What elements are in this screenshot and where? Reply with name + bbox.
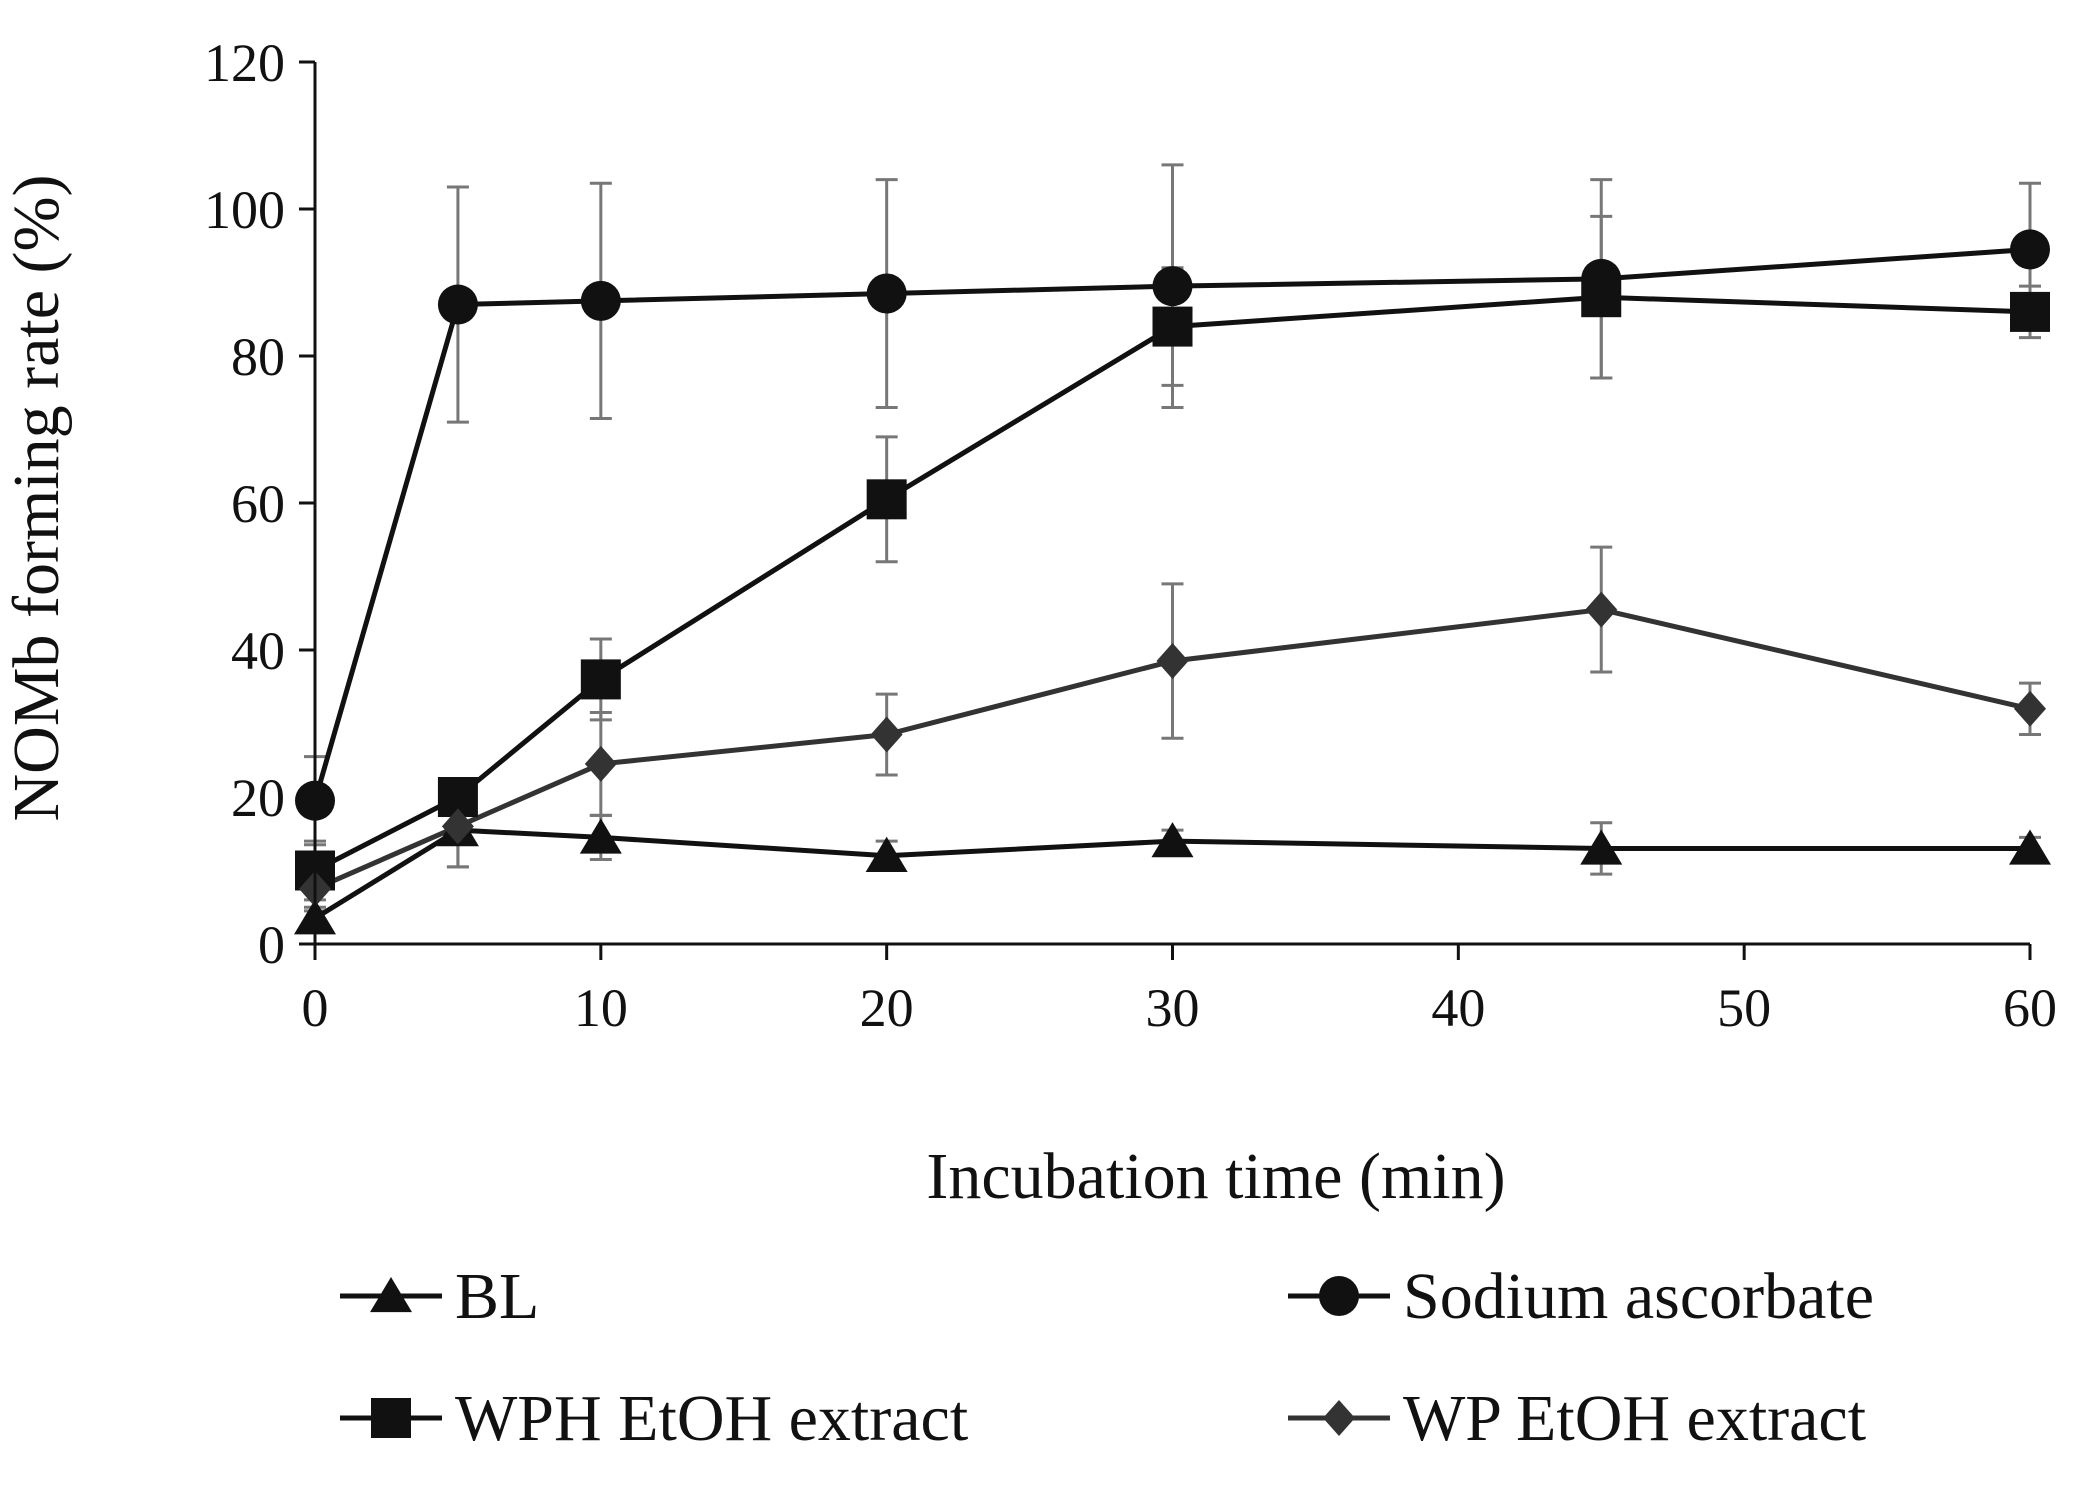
data-point-wph-etoh-extract (1581, 277, 1622, 318)
legend-item-wph-etoh-extract: WPH EtOH extract (340, 1382, 968, 1455)
x-tick-label: 60 (2003, 978, 2057, 1038)
data-point-bl (2009, 829, 2051, 865)
legend-label: Sodium ascorbate (1403, 1260, 1874, 1333)
legend-marker-circle (1319, 1276, 1359, 1316)
legend-label: WP EtOH extract (1403, 1382, 1866, 1455)
legend-marker-diamond (1323, 1400, 1355, 1436)
data-point-wph-etoh-extract (2010, 291, 2050, 332)
y-tick-label: 40 (231, 621, 285, 681)
data-point-bl (579, 818, 622, 854)
data-point-sodium-ascorbate (866, 273, 907, 314)
data-point-wp-etoh-extract (870, 716, 903, 753)
legend-label: WPH EtOH extract (455, 1382, 968, 1455)
data-point-wph-etoh-extract (580, 659, 621, 700)
y-tick-label: 100 (204, 180, 285, 240)
data-point-wph-etoh-extract (866, 479, 907, 520)
data-point-wp-etoh-extract (2014, 690, 2046, 727)
x-tick-label: 0 (302, 978, 329, 1038)
data-point-sodium-ascorbate (1152, 266, 1193, 307)
y-tick-label: 20 (231, 768, 285, 828)
legend-marker-triangle (370, 1277, 412, 1313)
x-tick-label: 30 (1146, 978, 1200, 1038)
data-point-bl (1151, 822, 1194, 858)
data-point-bl (1580, 829, 1623, 865)
data-point-wp-etoh-extract (584, 745, 617, 782)
legend-marker-square (371, 1398, 411, 1438)
legend-item-wp-etoh-extract: WP EtOH extract (1288, 1382, 1866, 1455)
data-point-wp-etoh-extract (1156, 643, 1189, 680)
legend-item-sodium-ascorbate: Sodium ascorbate (1288, 1260, 1874, 1333)
data-point-wp-etoh-extract (441, 808, 474, 845)
data-point-wph-etoh-extract (1152, 306, 1193, 347)
data-point-wp-etoh-extract (1585, 591, 1618, 628)
x-tick-label: 40 (1431, 978, 1485, 1038)
data-point-bl (865, 836, 908, 872)
x-tick-label: 20 (860, 978, 914, 1038)
x-tick-label: 50 (1717, 978, 1771, 1038)
y-tick-label: 60 (231, 474, 285, 534)
x-tick-label: 10 (574, 978, 628, 1038)
y-tick-label: 120 (204, 33, 285, 93)
data-point-sodium-ascorbate (437, 284, 478, 325)
data-point-sodium-ascorbate (2010, 229, 2050, 270)
y-tick-label: 80 (231, 327, 285, 387)
y-axis-title: NOMb forming rate (%) (0, 175, 73, 822)
x-axis-title: Incubation time (min) (926, 1140, 1505, 1213)
legend: BL Sodium ascorbate WPH EtOH extract WP EtO… (340, 1260, 1874, 1455)
legend-label: BL (455, 1260, 539, 1333)
ticks-layer: 0 20 40 60 80 100 120 0 10 20 30 40 50 60 (204, 33, 2057, 1038)
y-tick-label: 0 (258, 915, 285, 975)
legend-item-bl: BL (340, 1260, 539, 1333)
markers-layer (294, 229, 2051, 935)
data-point-sodium-ascorbate (580, 280, 621, 321)
